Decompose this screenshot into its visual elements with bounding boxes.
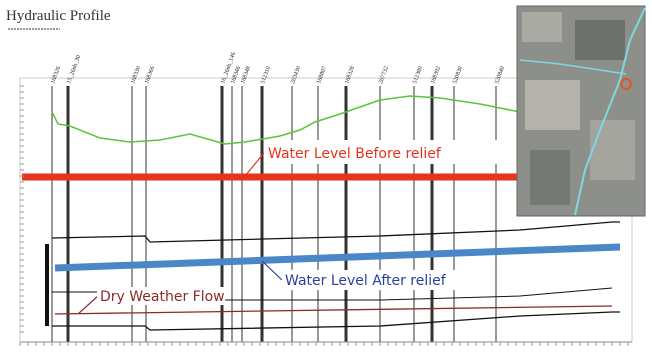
map-inset	[517, 6, 645, 216]
map-block	[522, 12, 562, 42]
map-block	[530, 150, 570, 205]
hydraulic-profile: Hydraulic Profile 16832615_26nb_30168330…	[0, 0, 652, 354]
title: Hydraulic Profile	[6, 8, 111, 24]
map-block	[575, 20, 625, 60]
map-block	[525, 80, 580, 130]
map-block	[590, 120, 635, 180]
before-label: Water Level Before relief	[268, 146, 442, 162]
dry-label: Dry Weather Flow	[100, 289, 225, 305]
after-label: Water Level After relief	[285, 273, 447, 289]
